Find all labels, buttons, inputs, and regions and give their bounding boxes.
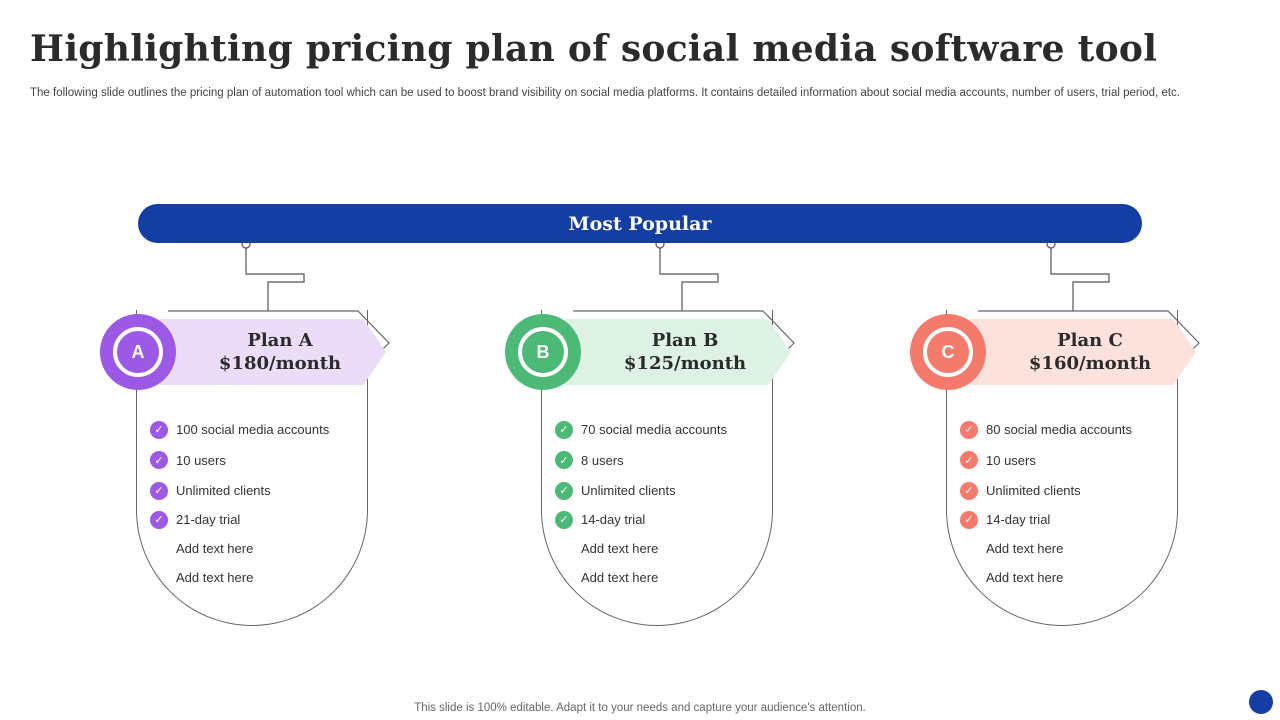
feature-text: Unlimited clients [176, 483, 271, 498]
check-icon: ✓ [150, 481, 168, 500]
blank-icon-slot [150, 569, 168, 587]
feature-list: ✓ 70 social media accounts ✓ 8 users ✓ Unli… [555, 415, 727, 592]
feature-list: ✓ 100 social media accounts ✓ 10 users ✓ Un… [150, 415, 329, 592]
card-outline [136, 310, 368, 626]
feature-text: Add text here [581, 570, 659, 585]
feature-text: Add text here [176, 570, 254, 585]
page-subtitle: The following slide outlines the pricing… [30, 87, 1180, 99]
tab-outline [978, 310, 1200, 351]
check-icon: ✓ [555, 481, 573, 500]
card-outline [946, 310, 1178, 626]
tab-outline [573, 310, 795, 351]
blank-icon-slot [960, 569, 978, 587]
plan-price: $180/month [218, 353, 342, 374]
feature-text: 10 users [986, 452, 1036, 468]
plan-badge: A [100, 314, 176, 390]
feature-item: ✓ 8 users [555, 444, 727, 476]
most-popular-banner: Most Popular [138, 204, 1142, 243]
feature-item: Add text here [555, 563, 727, 592]
feature-item: Add text here [150, 534, 329, 563]
feature-item: ✓ 10 users [150, 444, 329, 476]
feature-text: Add text here [986, 541, 1064, 556]
feature-item: Add text here [150, 563, 329, 592]
plan-card-a[interactable]: Plan A $180/month A ✓ 100 social media ac… [100, 310, 400, 640]
brand-dot [1249, 690, 1273, 714]
plan-badge: B [505, 314, 581, 390]
feature-text: 14-day trial [581, 512, 646, 527]
check-icon: ✓ [555, 451, 573, 469]
feature-item: ✓ Unlimited clients [960, 476, 1132, 505]
blank-icon-slot [150, 540, 168, 558]
feature-text: Add text here [176, 541, 254, 556]
feature-item: Add text here [960, 563, 1132, 592]
feature-text: 80 social media accounts [986, 422, 1132, 437]
plan-name: Plan A [247, 330, 313, 351]
banner-label: Most Popular [568, 212, 712, 235]
page-title: Highlighting pricing plan of social medi… [30, 28, 1158, 70]
check-icon: ✓ [555, 510, 573, 529]
feature-item: Add text here [555, 534, 727, 563]
check-icon: ✓ [960, 420, 978, 439]
footer-note: This slide is 100% editable. Adapt it to… [414, 702, 866, 714]
plan-badge: C [910, 314, 986, 390]
feature-text: Unlimited clients [581, 483, 676, 498]
tab-outline [168, 310, 390, 351]
card-outline [541, 310, 773, 626]
check-icon: ✓ [960, 481, 978, 500]
plan-name: Plan B [651, 330, 719, 351]
check-icon: ✓ [150, 420, 168, 439]
plan-header [970, 319, 1196, 385]
feature-item: ✓ 14-day trial [960, 505, 1132, 534]
blank-icon-slot [555, 569, 573, 587]
plan-header [565, 319, 791, 385]
feature-text: 14-day trial [986, 512, 1051, 527]
plan-card-b[interactable]: Plan B $125/month B ✓ 70 social media acc… [505, 310, 805, 640]
plan-badge-letter: C [923, 327, 973, 377]
feature-text: 100 social media accounts [176, 422, 330, 437]
feature-item: ✓ 70 social media accounts [555, 415, 727, 444]
feature-text: Add text here [986, 570, 1064, 585]
check-icon: ✓ [150, 451, 168, 469]
check-icon: ✓ [555, 420, 573, 439]
feature-text: 21-day trial [176, 512, 241, 527]
blank-icon-slot [960, 540, 978, 558]
check-icon: ✓ [150, 510, 168, 529]
feature-text: 8 users [581, 452, 624, 468]
feature-text: Unlimited clients [986, 483, 1081, 498]
feature-text: 70 social media accounts [581, 422, 727, 437]
feature-item: ✓ 10 users [960, 444, 1132, 476]
feature-item: ✓ Unlimited clients [150, 476, 329, 505]
check-icon: ✓ [960, 510, 978, 529]
plan-price: $125/month [623, 353, 747, 374]
feature-item: ✓ 21-day trial [150, 505, 329, 534]
check-icon: ✓ [960, 451, 978, 469]
feature-item: ✓ 100 social media accounts [150, 415, 329, 444]
feature-item: ✓ 80 social media accounts [960, 415, 1132, 444]
blank-icon-slot [555, 540, 573, 558]
plan-badge-letter: A [113, 327, 163, 377]
feature-text: 10 users [176, 452, 226, 468]
plan-header [160, 319, 386, 385]
plan-card-c[interactable]: Plan C $160/month C ✓ 80 social media acc… [910, 310, 1210, 640]
feature-item: ✓ Unlimited clients [555, 476, 727, 505]
feature-text: Add text here [581, 541, 659, 556]
feature-item: ✓ 14-day trial [555, 505, 727, 534]
plan-name: Plan C [1057, 330, 1123, 351]
plan-price: $160/month [1028, 353, 1152, 374]
plan-badge-letter: B [518, 327, 568, 377]
feature-item: Add text here [960, 534, 1132, 563]
feature-list: ✓ 80 social media accounts ✓ 10 users ✓ Unl… [960, 415, 1132, 592]
